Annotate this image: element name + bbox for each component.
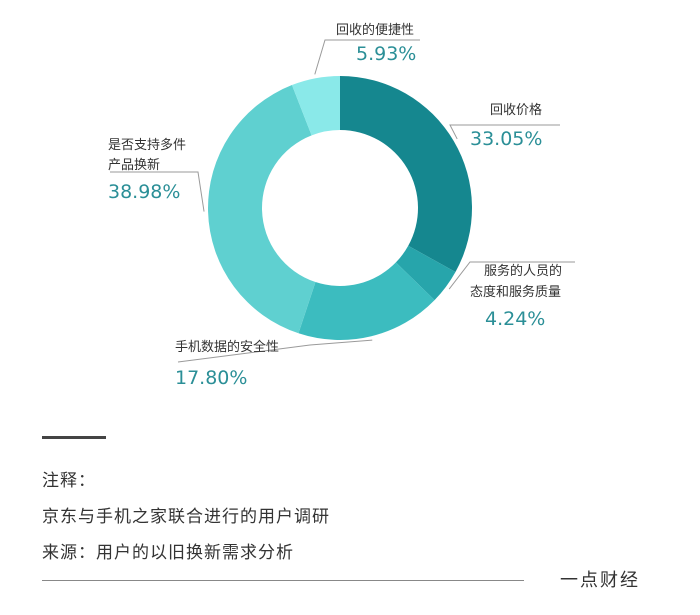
slice-value-multi-product: 38.98% [108, 181, 180, 203]
slice-value-data-security: 17.80% [175, 367, 247, 389]
leader-line-service-quality [448, 261, 575, 290]
leader-line-convenience [314, 39, 420, 75]
leader-lines [110, 39, 575, 363]
slice-label-service-quality-line2: 态度和服务质量 [470, 284, 561, 300]
note-source: 来源：用户的以旧换新需求分析 [42, 543, 294, 563]
slice-label-recycle-price: 回收价格 [490, 102, 542, 118]
slice-label-service-quality: 服务的人员的 [484, 263, 562, 279]
donut-slices [207, 76, 472, 341]
slice-service-quality [395, 245, 456, 301]
slice-label-multi-product: 是否支持多件 [108, 137, 186, 153]
slice-data-security [298, 262, 435, 341]
footer-divider [42, 580, 524, 581]
slice-label-convenience: 回收的便捷性 [336, 22, 414, 38]
slice-multi-product [207, 85, 316, 334]
leader-line-multi-product [110, 171, 205, 212]
slice-value-convenience: 5.93% [356, 43, 416, 65]
note-survey: 京东与手机之家联合进行的用户调研 [42, 507, 330, 527]
slice-value-recycle-price: 33.05% [470, 128, 542, 150]
donut-chart: 回收价格 33.05% 服务的人员的 态度和服务质量 4.24% 手机数据的安全… [108, 22, 575, 389]
slice-value-service-quality: 4.24% [485, 308, 545, 330]
slice-label-multi-product-line2: 产品换新 [108, 157, 160, 173]
decorative-short-bar [42, 436, 106, 439]
note-heading: 注释： [42, 471, 96, 491]
brand-name: 一点财经 [560, 570, 640, 591]
leader-line-data-security [177, 339, 373, 363]
slice-recycle-price [340, 76, 472, 272]
slice-label-data-security: 手机数据的安全性 [175, 339, 279, 355]
slice-convenience [291, 76, 340, 136]
leader-line-recycle-price [449, 124, 560, 140]
